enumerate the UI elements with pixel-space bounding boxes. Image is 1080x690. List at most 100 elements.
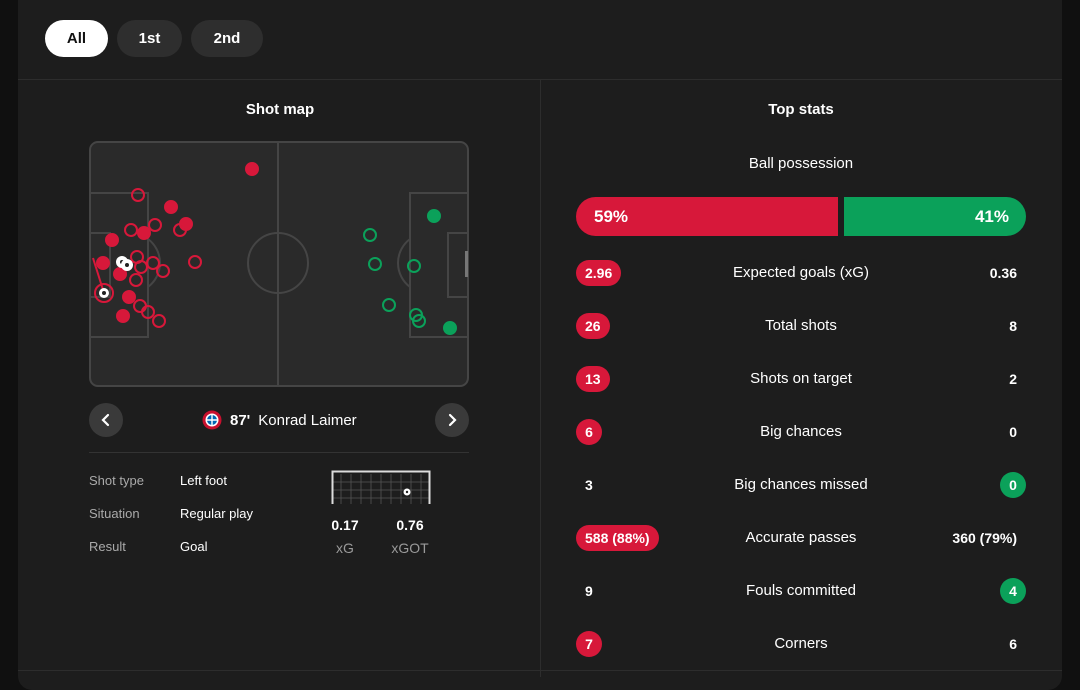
possession-bar-away: 41%: [844, 197, 1026, 236]
possession-away-value: 41%: [974, 206, 1009, 226]
stat-away-value: 0: [1009, 424, 1017, 440]
next-shot-button[interactable]: [435, 403, 469, 437]
goal-markers: [92, 256, 133, 303]
shot-marker[interactable]: [134, 260, 148, 274]
stat-row-shots-on-target: 13 Shots on target 2: [576, 366, 1026, 392]
stat-home-value: 13: [576, 366, 610, 392]
shot-marker[interactable]: [164, 200, 178, 214]
left-goal-box: [89, 232, 111, 298]
stat-home-value: 9: [585, 583, 593, 599]
chevron-right-icon: [448, 413, 457, 427]
stat-name: Corners: [774, 635, 828, 652]
previous-shot-button[interactable]: [89, 403, 123, 437]
stat-home-value: 3: [585, 477, 593, 493]
away-shots: [363, 209, 457, 335]
stat-name: Expected goals (xG): [733, 264, 869, 281]
stat-row-accurate-passes: 588 (88%) Accurate passes 360 (79%): [576, 525, 1026, 551]
shot-marker[interactable]: [427, 209, 441, 223]
stat-away-value: 6: [1009, 636, 1017, 652]
result-label: Result: [89, 539, 126, 554]
stat-row-big-chances-missed: 3 Big chances missed 0: [576, 472, 1026, 498]
shot-marker[interactable]: [156, 264, 170, 278]
shot-marker[interactable]: [124, 223, 138, 237]
situation-label: Situation: [89, 506, 140, 521]
shot-details-divider: [89, 452, 469, 453]
shot-marker[interactable]: [96, 256, 110, 270]
team-crest-icon: [202, 410, 222, 430]
stat-away-value: 0.36: [989, 265, 1017, 281]
column-divider: [540, 80, 541, 677]
situation-value: Regular play: [180, 506, 253, 521]
stat-name: Total shots: [765, 317, 837, 334]
stat-row-total-shots: 26 Total shots 8: [576, 313, 1026, 339]
shot-marker[interactable]: [412, 314, 426, 328]
goal-frame-graphic: [331, 470, 431, 504]
shot-marker[interactable]: [137, 226, 151, 240]
result-value: Goal: [180, 539, 208, 554]
shot-marker[interactable]: [245, 162, 259, 176]
shot-marker[interactable]: [116, 309, 130, 323]
possession-bar-home: 59%: [576, 197, 838, 236]
top-stats-title: Top stats: [768, 101, 834, 118]
stat-home-value: 588 (88%): [576, 525, 659, 551]
possession-home-value: 59%: [594, 206, 629, 226]
stat-name: Fouls committed: [745, 582, 857, 599]
shot-marker[interactable]: [141, 305, 155, 319]
stat-away-value: 4: [1000, 578, 1026, 604]
chevron-left-icon: [101, 413, 110, 427]
period-tabs: All 1st 2nd: [45, 20, 263, 57]
shot-marker[interactable]: [368, 257, 382, 271]
center-circle: [247, 232, 309, 294]
shot-map-pitch[interactable]: [89, 141, 469, 387]
xgot-value: 0.76: [396, 517, 424, 533]
stat-row-corners: 7 Corners 6: [576, 631, 1026, 657]
shot-marker[interactable]: [443, 321, 457, 335]
stat-home-value: 6: [576, 419, 602, 445]
shot-marker[interactable]: [173, 223, 187, 237]
stat-away-value: 0: [1000, 472, 1026, 498]
shot-marker[interactable]: [148, 218, 162, 232]
xg-value: 0.17: [331, 517, 359, 533]
home-shots: [96, 162, 259, 328]
xgot-label: xGOT: [391, 540, 429, 556]
shot-marker[interactable]: [129, 273, 143, 287]
shot-marker[interactable]: [146, 256, 160, 270]
shot-marker[interactable]: [152, 314, 166, 328]
shot-marker[interactable]: [113, 267, 127, 281]
shot-trajectory: [92, 257, 105, 294]
stat-name: Big chances: [760, 423, 842, 440]
header-divider: [18, 79, 1062, 80]
shot-marker[interactable]: [188, 255, 202, 269]
selected-shot-ring[interactable]: [94, 283, 114, 303]
shot-marker[interactable]: [122, 290, 136, 304]
shot-marker[interactable]: [407, 259, 421, 273]
shot-map-title: Shot map: [245, 101, 315, 118]
stat-home-value: 7: [576, 631, 602, 657]
stat-row-big-chances: 6 Big chances 0: [576, 419, 1026, 445]
possession-label: Ball possession: [748, 155, 854, 172]
stat-name: Shots on target: [750, 370, 852, 387]
stat-away-value: 2: [1009, 371, 1017, 387]
shot-minute: 87': [230, 411, 251, 429]
shot-type-label: Shot type: [89, 473, 144, 488]
shot-marker[interactable]: [105, 233, 119, 247]
stat-name: Big chances missed: [734, 476, 868, 493]
right-goal: [465, 251, 468, 277]
xg-label: xG: [336, 540, 354, 556]
tab-first-half[interactable]: 1st: [117, 20, 182, 57]
stat-home-value: 26: [576, 313, 610, 339]
stat-away-value: 360 (79%): [952, 530, 1017, 546]
stat-away-value: 8: [1009, 318, 1017, 334]
stat-row-expected-goals: 2.96 Expected goals (xG) 0.36: [576, 260, 1026, 286]
right-penalty-arc: [397, 238, 411, 288]
shot-player-name[interactable]: Konrad Laimer: [258, 411, 357, 429]
shot-marker[interactable]: [363, 228, 377, 242]
bottom-divider: [18, 670, 1062, 671]
shot-marker[interactable]: [382, 298, 396, 312]
tab-all[interactable]: All: [45, 20, 108, 57]
stat-home-value: 2.96: [576, 260, 622, 286]
selected-shot-info: 87' Konrad Laimer: [202, 410, 357, 430]
stat-row-fouls-committed: 9 Fouls committed 4: [576, 578, 1026, 604]
tab-second-half[interactable]: 2nd: [191, 20, 263, 57]
shot-marker[interactable]: [131, 188, 145, 202]
